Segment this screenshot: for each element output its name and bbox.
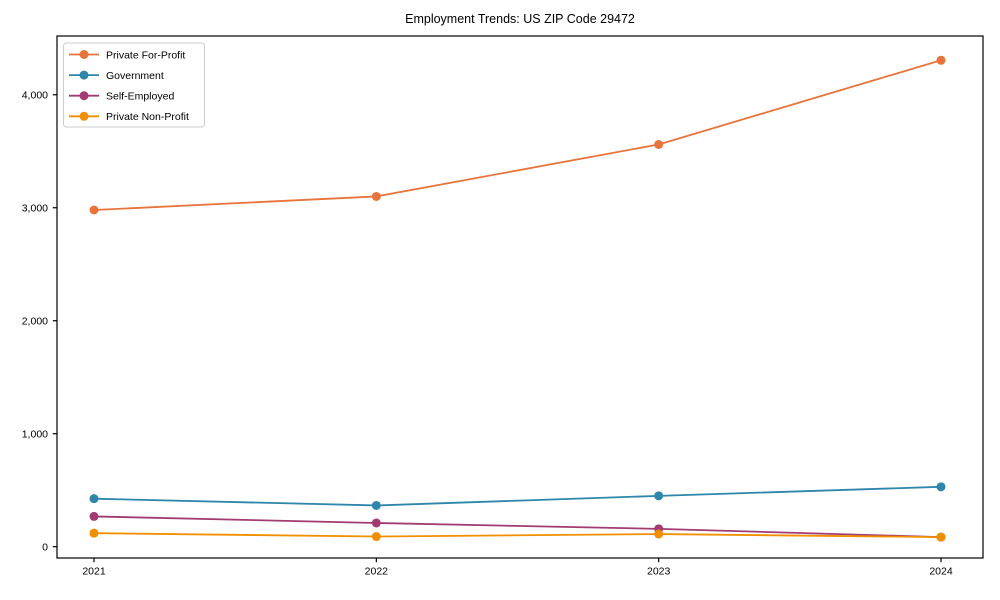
y-axis-tick-label: 2,000 — [22, 315, 48, 327]
data-point-marker — [936, 482, 946, 492]
legend-item-swatch-marker — [79, 50, 89, 59]
data-point-marker — [654, 529, 664, 539]
data-point-marker — [654, 491, 664, 501]
data-point-marker — [89, 494, 99, 504]
y-axis-tick-label: 1,000 — [22, 428, 48, 440]
x-axis-tick-label: 2022 — [365, 566, 389, 578]
x-axis-tick-label: 2024 — [929, 566, 953, 578]
x-axis-tick-label: 2021 — [82, 566, 106, 578]
legend-box — [63, 42, 205, 128]
data-point-marker — [371, 191, 381, 201]
chart-title: Employment Trends: US ZIP Code 29472 — [405, 12, 635, 26]
axes: 0 1,000 2,000 3,000 4,000 2021 2022 2023 2024 — [22, 89, 953, 577]
series-line-government — [93, 485, 942, 507]
legend-item-swatch-marker — [79, 70, 89, 80]
legend-item-label: Private Non-Profit — [106, 111, 189, 123]
series-line-self-employed — [93, 515, 942, 538]
plot-frame — [56, 35, 984, 559]
data-point-marker — [371, 518, 381, 528]
data-point-marker — [89, 528, 99, 538]
data-point-marker — [371, 500, 381, 510]
legend-item-label: Self-Employed — [106, 91, 174, 103]
legend-item-label: Government — [106, 70, 164, 82]
data-point-marker — [654, 139, 664, 149]
series — [89, 55, 946, 542]
legend: Private For-Profit Government Self-Employe… — [63, 42, 205, 128]
y-axis-tick-label: 4,000 — [22, 89, 48, 101]
x-axis-tick-label: 2023 — [647, 566, 671, 578]
legend-item-swatch-marker — [79, 111, 89, 121]
data-point-marker — [936, 55, 946, 65]
legend-item-swatch-marker — [79, 91, 89, 101]
y-axis-tick-label: 0 — [42, 541, 48, 553]
legend-item-label: Private For-Profit — [106, 49, 185, 61]
data-point-marker — [936, 532, 946, 542]
data-point-marker — [89, 205, 99, 215]
series-line-private-non-profit — [93, 532, 942, 538]
y-axis-tick-label: 3,000 — [22, 202, 48, 214]
data-point-marker — [371, 532, 381, 542]
series-line-private-for-profit — [93, 59, 942, 211]
data-point-marker — [89, 511, 99, 521]
